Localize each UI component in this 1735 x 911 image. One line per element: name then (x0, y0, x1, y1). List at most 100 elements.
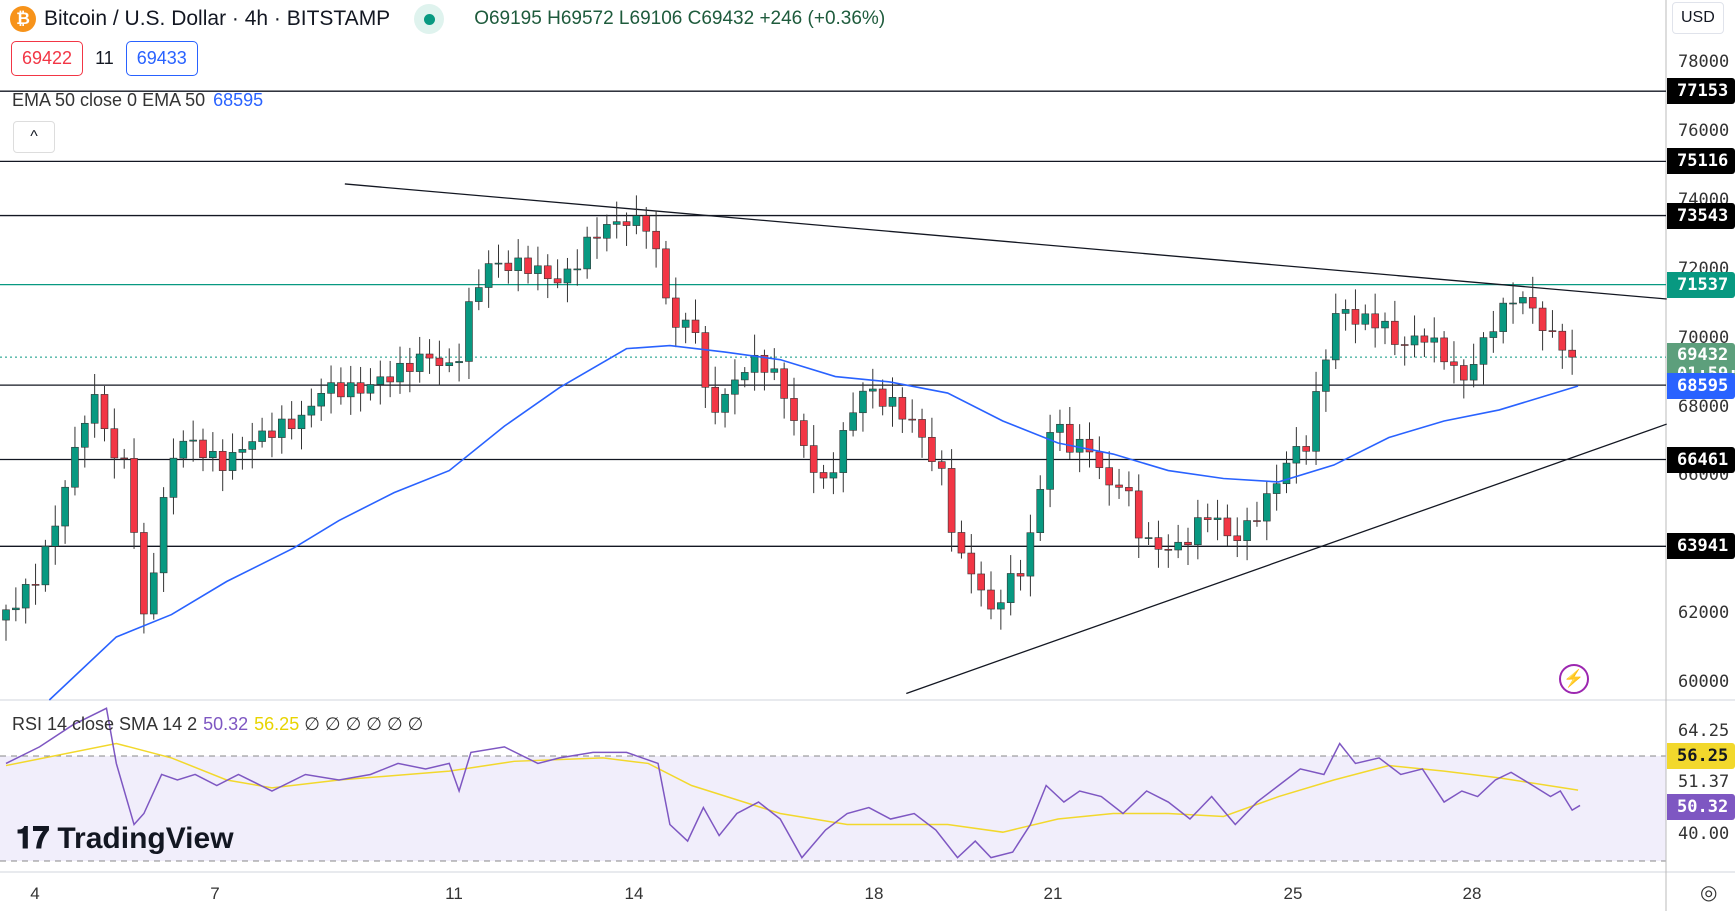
candle-down (809, 445, 818, 473)
buy-button[interactable]: 69433 (125, 41, 198, 76)
candle-down (1548, 330, 1557, 332)
candle-up (415, 353, 424, 372)
candle-down (1184, 541, 1192, 546)
candle-up (1046, 432, 1054, 490)
candle-up (1430, 337, 1439, 343)
candle-up (494, 262, 503, 265)
ema-price-tag: 68595 (1667, 373, 1735, 399)
candle-down (1223, 517, 1232, 537)
symbol-header: ₿ Bitcoin / U.S. Dollar · 4h · BITSTAMP … (10, 4, 885, 34)
candle-up (1282, 462, 1291, 485)
settings-icon[interactable]: ◎ (1700, 882, 1718, 904)
rsi-tick-label: 40.00 (1678, 824, 1730, 844)
candle-up (366, 384, 375, 394)
candle-up (71, 446, 79, 488)
tradingview-logo-text: TradingView (57, 822, 234, 855)
candle-up (1489, 331, 1498, 338)
candle-down (1134, 490, 1143, 539)
candle-up (1469, 364, 1478, 381)
candle-down (1558, 330, 1567, 351)
candle-up (1410, 335, 1419, 346)
candle-up (829, 472, 838, 479)
candle-up (90, 394, 99, 424)
candle-down (1391, 320, 1399, 345)
rsi-tick-label: 64.25 (1678, 721, 1730, 741)
rsi-band-background (0, 756, 1666, 861)
ema-label: EMA 50 close 0 EMA 50 (12, 90, 206, 110)
rsi-sma-line (5, 742, 1579, 833)
price-tick-label: 62000 (1678, 603, 1730, 624)
candle-up (209, 450, 217, 459)
candle-up (612, 221, 621, 225)
collapse-legend-button[interactable]: ^ (13, 121, 55, 153)
ema-legend[interactable]: EMA 50 close 0 EMA 50 68595 (12, 90, 263, 111)
candle-up (839, 430, 848, 473)
candle-up (317, 393, 326, 407)
candle-down (120, 457, 128, 460)
candle-down (1164, 548, 1173, 551)
symbol-title[interactable]: Bitcoin / U.S. Dollar · 4h · BITSTAMP (44, 7, 391, 30)
candle-up (1499, 302, 1507, 332)
candle-down (110, 428, 119, 459)
candle-up (376, 376, 385, 385)
candle-up (849, 412, 857, 431)
candle-up (740, 372, 749, 381)
candle-up (396, 362, 404, 383)
rsi-value: 50.32 (203, 714, 249, 734)
candle-up (1312, 391, 1320, 452)
candle-up (41, 545, 50, 586)
sell-button[interactable]: 69422 (11, 41, 84, 76)
candle-down (691, 319, 700, 333)
tradingview-logo[interactable]: 𝟏𝟕 TradingView (16, 822, 234, 856)
ema50-line (48, 344, 1579, 701)
candle-down (1203, 517, 1212, 520)
candle-down (1460, 365, 1468, 381)
candle-up (61, 486, 69, 527)
candle-down (287, 418, 296, 430)
candle-down (386, 376, 394, 383)
rsi-tick-label: 51.37 (1678, 772, 1730, 792)
candle-down (268, 430, 276, 438)
candle-down (1568, 349, 1576, 358)
candle-down (1233, 535, 1242, 541)
rsi-sma-tag: 56.25 (1667, 743, 1735, 769)
candle-down (1253, 520, 1261, 522)
currency-button[interactable]: USD (1672, 2, 1724, 34)
candle-up (21, 584, 30, 609)
candle-up (534, 265, 542, 274)
candle-up (277, 418, 286, 438)
rsi-legend[interactable]: RSI 14 close SMA 14 2 50.32 56.25 ∅ ∅ ∅ ∅ … (12, 714, 423, 735)
candle-down (947, 468, 956, 533)
candle-up (731, 379, 739, 395)
candle-up (258, 430, 266, 442)
candle-down (1420, 335, 1429, 343)
candle-up (888, 397, 897, 407)
candle-up (169, 457, 178, 498)
candle-down (425, 353, 434, 359)
candle-down (1538, 307, 1547, 331)
price-level-tag: 71537 (1667, 271, 1735, 298)
candle-up (1292, 446, 1301, 464)
candle-up (346, 382, 355, 398)
price-level-tag: 73543 (1667, 202, 1735, 229)
candle-down (977, 573, 985, 591)
candle-up (327, 382, 335, 394)
rsi-sma-value: 56.25 (254, 714, 300, 734)
candle-down (1351, 309, 1360, 325)
candle-down (553, 278, 562, 284)
candle-down (1066, 423, 1074, 453)
price-tick-label: 70000 (1678, 327, 1730, 348)
candle-down (662, 248, 670, 299)
lightning-icon[interactable]: ⚡ (1559, 664, 1589, 694)
time-tick-label: 28 (1462, 884, 1482, 903)
candle-down (1085, 438, 1094, 453)
candle-up (859, 390, 867, 414)
candle-up (563, 268, 572, 284)
candle-down (140, 532, 148, 615)
market-open-icon (414, 4, 445, 34)
candle-up (770, 368, 779, 373)
candle-up (1519, 297, 1527, 304)
candle-up (1026, 532, 1035, 577)
price-level-tag: 75116 (1667, 148, 1735, 175)
